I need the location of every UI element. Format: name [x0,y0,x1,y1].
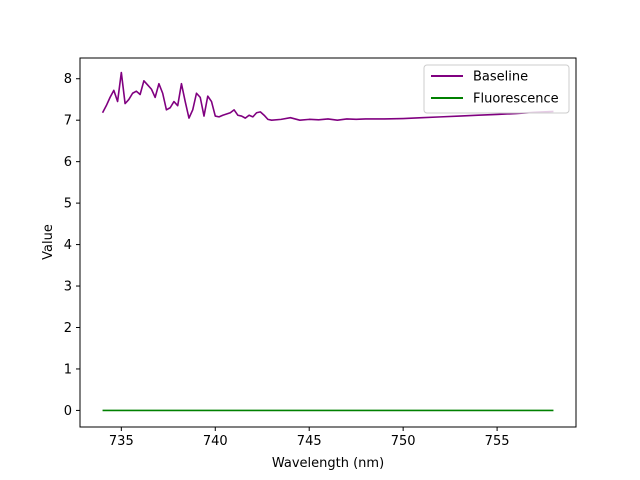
legend-label-fluorescence: Fluorescence [473,92,559,107]
y-tick-label: 5 [64,197,72,212]
y-tick-label: 8 [64,72,72,87]
y-tick-label: 2 [64,321,72,336]
y-tick-label: 0 [64,404,72,419]
x-tick-label: 740 [203,434,228,449]
x-axis: 735 740 745 750 755 [109,427,510,449]
x-axis-label: Wavelength (nm) [272,456,384,471]
legend-label-baseline: Baseline [473,70,528,85]
x-tick-label: 755 [485,434,510,449]
y-tick-label: 6 [64,155,72,170]
y-tick-label: 3 [64,280,72,295]
y-tick-label: 7 [64,114,72,129]
plot-frame [79,57,577,428]
x-tick-label: 745 [297,434,322,449]
y-axis: 0 1 2 3 4 5 6 7 8 [64,72,80,419]
y-tick-label: 4 [64,238,72,253]
plot-lines [101,71,554,412]
legend: Baseline Fluorescence [423,64,570,114]
y-tick-label: 1 [64,362,72,377]
x-tick-label: 735 [109,434,134,449]
x-tick-label: 750 [391,434,416,449]
series-line-baseline [101,71,554,121]
y-axis-label: Value [41,224,56,260]
